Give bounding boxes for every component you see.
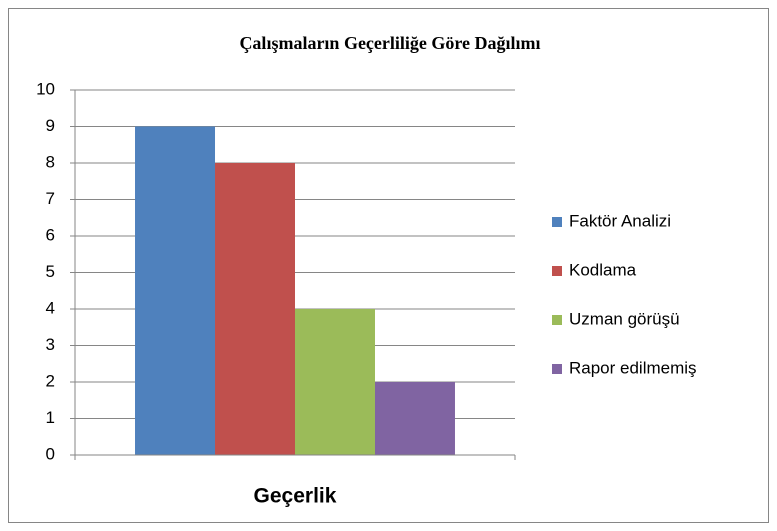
y-tick-label: 0 <box>46 444 55 463</box>
legend-swatch <box>552 364 562 374</box>
bar <box>374 382 455 455</box>
legend-label: Kodlama <box>569 260 637 279</box>
legend-swatch <box>552 266 562 276</box>
y-tick-label: 8 <box>46 152 55 171</box>
x-tick-label: Geçerlik <box>254 485 337 508</box>
y-tick-label: 9 <box>46 116 55 135</box>
bar <box>215 163 295 455</box>
y-tick-label: 7 <box>46 189 55 208</box>
y-tick-label: 1 <box>46 408 55 427</box>
bar <box>135 126 216 455</box>
legend-label: Uzman görüşü <box>569 309 680 328</box>
y-tick-label: 4 <box>46 298 55 317</box>
bar <box>295 309 375 455</box>
y-tick-label: 5 <box>46 262 55 281</box>
legend-swatch <box>552 217 562 227</box>
legend-label: Rapor edilmemiş <box>569 358 697 377</box>
y-tick-label: 10 <box>36 79 55 98</box>
y-tick-label: 3 <box>46 335 55 354</box>
y-tick-label: 6 <box>46 225 55 244</box>
legend-swatch <box>552 315 562 325</box>
y-tick-label: 2 <box>46 371 55 390</box>
chart-title: Çalışmaların Geçerliliğe Göre Dağılımı <box>239 33 540 53</box>
legend-label: Faktör Analizi <box>569 211 671 230</box>
